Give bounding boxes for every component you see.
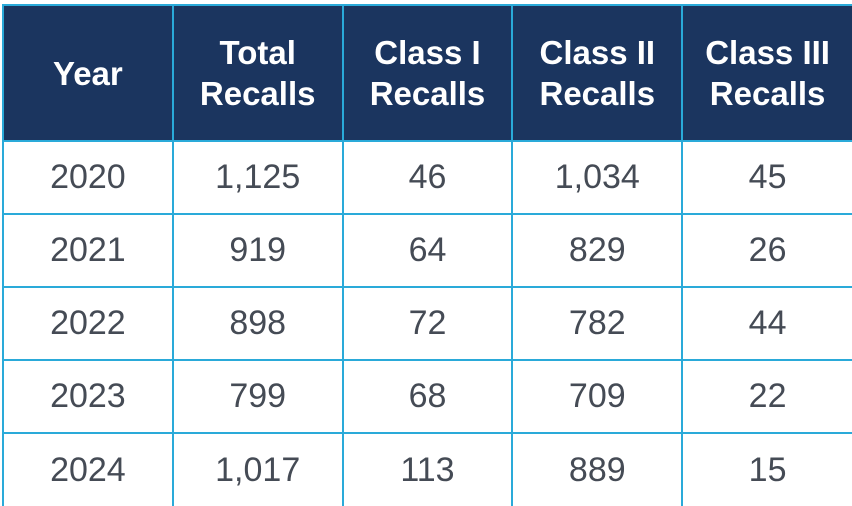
table-cell: 2022 xyxy=(2,286,174,361)
table-cell: 782 xyxy=(511,286,684,361)
table-cell: 15 xyxy=(681,432,852,506)
table-cell: 1,125 xyxy=(171,140,344,215)
table-cell: 889 xyxy=(511,432,684,506)
table-cell: 898 xyxy=(171,286,344,361)
table-cell: 1,017 xyxy=(171,432,344,506)
table-cell: 799 xyxy=(171,359,344,434)
table-row: 2020 1,125 46 1,034 45 xyxy=(2,140,852,215)
table-cell: 1,034 xyxy=(511,140,684,215)
header-cell: Class II Recalls xyxy=(511,4,684,142)
header-cell: Class I Recalls xyxy=(341,4,514,142)
table-row: 2021 919 64 829 26 xyxy=(2,213,852,288)
recalls-table: Year Total Recalls Class I Recalls Class II… xyxy=(2,4,852,506)
table-cell: 46 xyxy=(341,140,514,215)
table-cell: 64 xyxy=(341,213,514,288)
table-cell: 44 xyxy=(681,286,852,361)
table-cell: 2021 xyxy=(2,213,174,288)
table-cell: 26 xyxy=(681,213,852,288)
header-row: Year Total Recalls Class I Recalls Class II… xyxy=(2,4,852,142)
header-cell: Year xyxy=(2,4,174,142)
table-body: 2020 1,125 46 1,034 45 2021 919 64 829 26 2022 898 7… xyxy=(2,140,852,506)
header-cell: Class III Recalls xyxy=(681,4,852,142)
table-cell: 113 xyxy=(341,432,514,506)
table-cell: 919 xyxy=(171,213,344,288)
table-cell: 45 xyxy=(681,140,852,215)
header-cell: Total Recalls xyxy=(171,4,344,142)
table-cell: 2023 xyxy=(2,359,174,434)
table-cell: 829 xyxy=(511,213,684,288)
table-row: 2024 1,017 113 889 15 xyxy=(2,432,852,506)
table-cell: 22 xyxy=(681,359,852,434)
table-header: Year Total Recalls Class I Recalls Class II… xyxy=(2,4,852,142)
table-row: 2022 898 72 782 44 xyxy=(2,286,852,361)
table-cell: 2024 xyxy=(2,432,174,506)
table-cell: 2020 xyxy=(2,140,174,215)
table-cell: 68 xyxy=(341,359,514,434)
table-cell: 72 xyxy=(341,286,514,361)
table-row: 2023 799 68 709 22 xyxy=(2,359,852,434)
table-cell: 709 xyxy=(511,359,684,434)
